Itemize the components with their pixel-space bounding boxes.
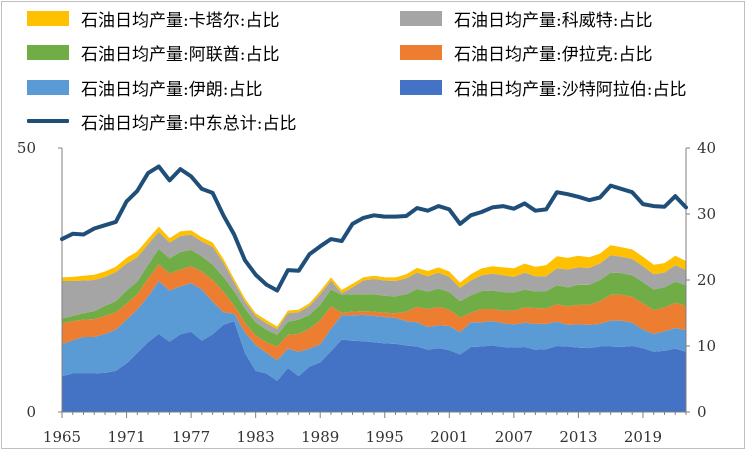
x-tick-label: 1995 <box>366 428 404 446</box>
legend-swatch-iran <box>27 79 69 95</box>
x-tick-label: 1971 <box>107 428 145 446</box>
legend-item-iraq: 石油日均产量:伊拉克:占比 <box>400 39 652 65</box>
legend-swatch-kuwait <box>400 10 442 26</box>
x-tick-label: 1977 <box>172 428 210 446</box>
line-series-middle-east-total <box>60 164 688 293</box>
legend-label-uae: 石油日均产量:阿联酋:占比 <box>81 44 280 65</box>
y-right-tick-label: 20 <box>697 271 716 289</box>
legend-item-kuwait: 石油日均产量:科威特:占比 <box>400 5 652 31</box>
x-tick-label: 2019 <box>624 428 662 446</box>
legend-swatch-iraq <box>400 44 442 60</box>
y-right-tick-label: 40 <box>697 139 716 157</box>
area-series-iraq <box>62 264 686 361</box>
x-tick-label: 1983 <box>237 428 275 446</box>
x-tick-label: 1989 <box>301 428 339 446</box>
x-tick-label: 1965 <box>43 428 81 446</box>
legend-item-uae: 石油日均产量:阿联酋:占比 <box>27 39 279 65</box>
legend-item-middle-east-total: 石油日均产量:中东总计:占比 <box>27 108 296 134</box>
x-tick-label: 2001 <box>430 428 468 446</box>
legend-swatch-saudi <box>400 79 442 95</box>
area-series-uae <box>62 248 686 347</box>
legend-label-middle-east-total: 石油日均产量:中东总计:占比 <box>81 113 297 134</box>
y-right-tick-label: 10 <box>697 337 716 355</box>
legend-line-middle-east-total <box>27 119 69 123</box>
area-series-kuwait <box>62 231 686 335</box>
y-right-tick-label: 30 <box>697 205 716 223</box>
legend-item-saudi: 石油日均产量:沙特阿拉伯:占比 <box>400 74 686 100</box>
y-left-tick-label: 0 <box>26 403 36 421</box>
legend-swatch-qatar <box>27 10 69 26</box>
legend-label-iran: 石油日均产量:伊朗:占比 <box>81 79 263 100</box>
legend-label-qatar: 石油日均产量:卡塔尔:占比 <box>81 10 280 31</box>
area-series-saudi <box>62 321 686 412</box>
legend-label-kuwait: 石油日均产量:科威特:占比 <box>454 10 653 31</box>
area-series-iran <box>62 281 686 381</box>
x-tick-label: 2007 <box>495 428 533 446</box>
y-left-tick-label: 50 <box>17 139 36 157</box>
legend-item-iran: 石油日均产量:伊朗:占比 <box>27 74 262 100</box>
legend-item-qatar: 石油日均产量:卡塔尔:占比 <box>27 5 279 31</box>
x-tick-label: 2013 <box>559 428 597 446</box>
y-right-tick-label: 0 <box>697 403 707 421</box>
legend-label-saudi: 石油日均产量:沙特阿拉伯:占比 <box>454 79 687 100</box>
legend-swatch-uae <box>27 44 69 60</box>
area-series-qatar <box>62 226 686 330</box>
legend-label-iraq: 石油日均产量:伊拉克:占比 <box>454 44 653 65</box>
chart-legend: 石油日均产量:卡塔尔:占比 石油日均产量:科威特:占比 石油日均产量:阿联酋:占… <box>0 0 748 140</box>
